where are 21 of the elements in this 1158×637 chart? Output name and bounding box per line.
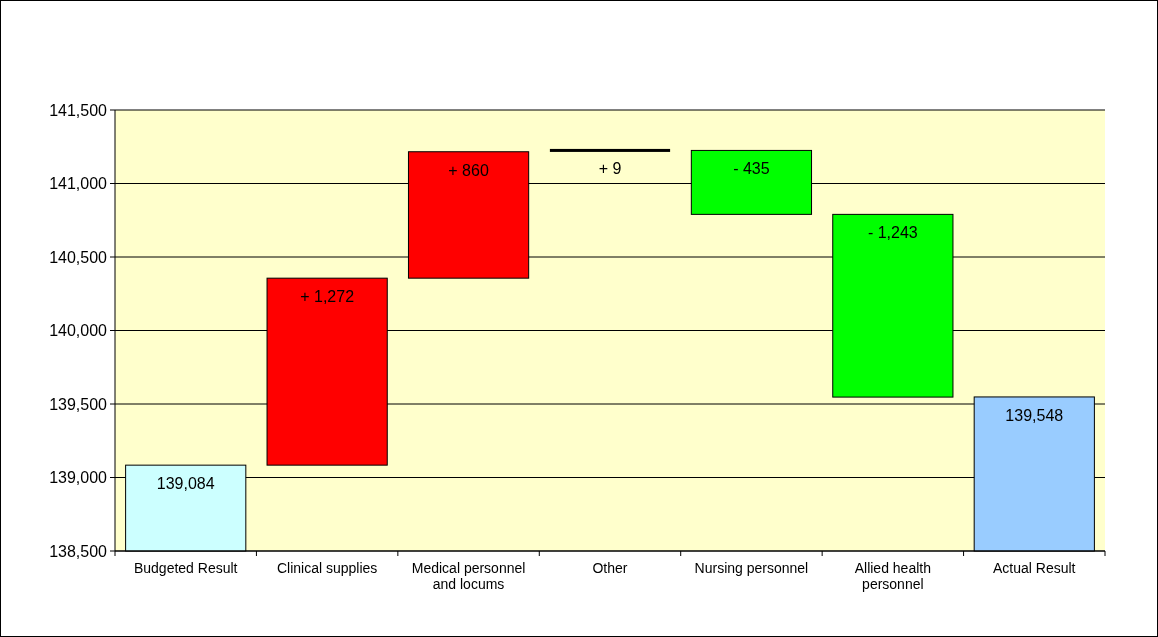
y-tick-label: 140,500 bbox=[49, 248, 108, 266]
x-tick-label: Clinical supplies bbox=[276, 560, 378, 576]
data-label: 139,548 bbox=[1005, 406, 1064, 424]
y-tick-label: 140,000 bbox=[49, 322, 108, 340]
y-tick-label: 141,000 bbox=[49, 175, 108, 193]
data-label: - 435 bbox=[733, 160, 770, 178]
data-label: - 1,243 bbox=[867, 224, 918, 242]
x-tick-label: Actual Result bbox=[993, 560, 1076, 576]
data-label: + 860 bbox=[448, 161, 489, 179]
x-tick-label: Allied health personnel bbox=[854, 560, 931, 592]
y-tick-label: 141,500 bbox=[49, 101, 108, 119]
x-tick-label: Medical personnel and locums bbox=[411, 560, 526, 592]
y-tick-label: 138,500 bbox=[49, 542, 108, 560]
data-label: + 1,272 bbox=[300, 288, 355, 306]
data-label: 139,084 bbox=[156, 475, 215, 493]
y-tick-label: 139,000 bbox=[49, 469, 108, 487]
y-tick-label: 139,500 bbox=[49, 395, 108, 413]
x-tick-label: Other bbox=[592, 560, 628, 576]
x-tick-label: Nursing personnel bbox=[694, 560, 809, 576]
x-tick-label: Budgeted Result bbox=[133, 560, 238, 576]
data-label: + 9 bbox=[598, 160, 622, 178]
